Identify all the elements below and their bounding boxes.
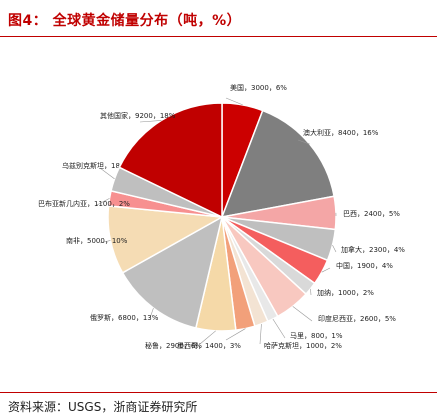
pie-slice-16	[118, 102, 223, 219]
leader-line-15	[99, 167, 115, 180]
slice-label-11: 秘鲁，2900，6%	[145, 341, 202, 350]
slice-label-15: 乌兹别克斯坦，1800，3%	[62, 161, 147, 170]
leader-line-16	[139, 120, 162, 123]
leader-line-14	[94, 198, 110, 207]
leader-line-5	[321, 267, 331, 273]
leader-line-9	[259, 323, 262, 345]
leader-line-1	[225, 97, 243, 106]
slice-label-7: 印度尼西亚，2600，5%	[318, 314, 396, 323]
title-divider	[0, 36, 437, 37]
leader-line-7	[292, 306, 313, 322]
leader-line-11	[199, 330, 216, 345]
slice-label-2: 澳大利亚，8400，16%	[303, 128, 379, 137]
slice-label-13: 南非，5000，10%	[66, 236, 128, 245]
source-divider	[0, 392, 437, 393]
leader-line-4	[332, 245, 337, 253]
leader-line-13	[99, 240, 111, 244]
slice-label-3: 巴西，2400，5%	[343, 210, 400, 218]
slice-label-12: 俄罗斯，6800，13%	[90, 313, 159, 322]
leader-line-12	[149, 307, 154, 319]
slice-label-6: 加纳，1000，2%	[317, 288, 374, 297]
slice-label-9: 哈萨克斯坦，1000，2%	[264, 341, 342, 350]
slice-label-4: 加拿大，2300，4%	[341, 245, 405, 254]
pie-chart: 美国，3000，6% 澳大利亚，8400，16% 巴西，2400，5% 加拿大，230…	[38, 83, 405, 350]
slice-label-14: 巴布亚新几内亚，1100，2%	[38, 199, 130, 208]
page-title: 图4： 全球黄金储量分布（吨，%）	[8, 13, 242, 29]
slice-label-8: 马里，800，1%	[290, 332, 343, 340]
pie-slice-12	[121, 215, 224, 329]
slice-label-5: 中国，1900，4%	[336, 261, 393, 270]
slice-label-10: 墨西哥，1400，3%	[177, 342, 241, 350]
leader-line-8	[272, 318, 286, 339]
source-note: 资料来源：USGS，浙商证券研究所	[8, 400, 198, 414]
leader-line-10	[225, 328, 246, 341]
leader-line-2	[297, 139, 310, 145]
slice-label-1: 美国，3000，6%	[230, 83, 287, 92]
slice-label-16: 其他国家，9200，18%	[100, 111, 176, 120]
